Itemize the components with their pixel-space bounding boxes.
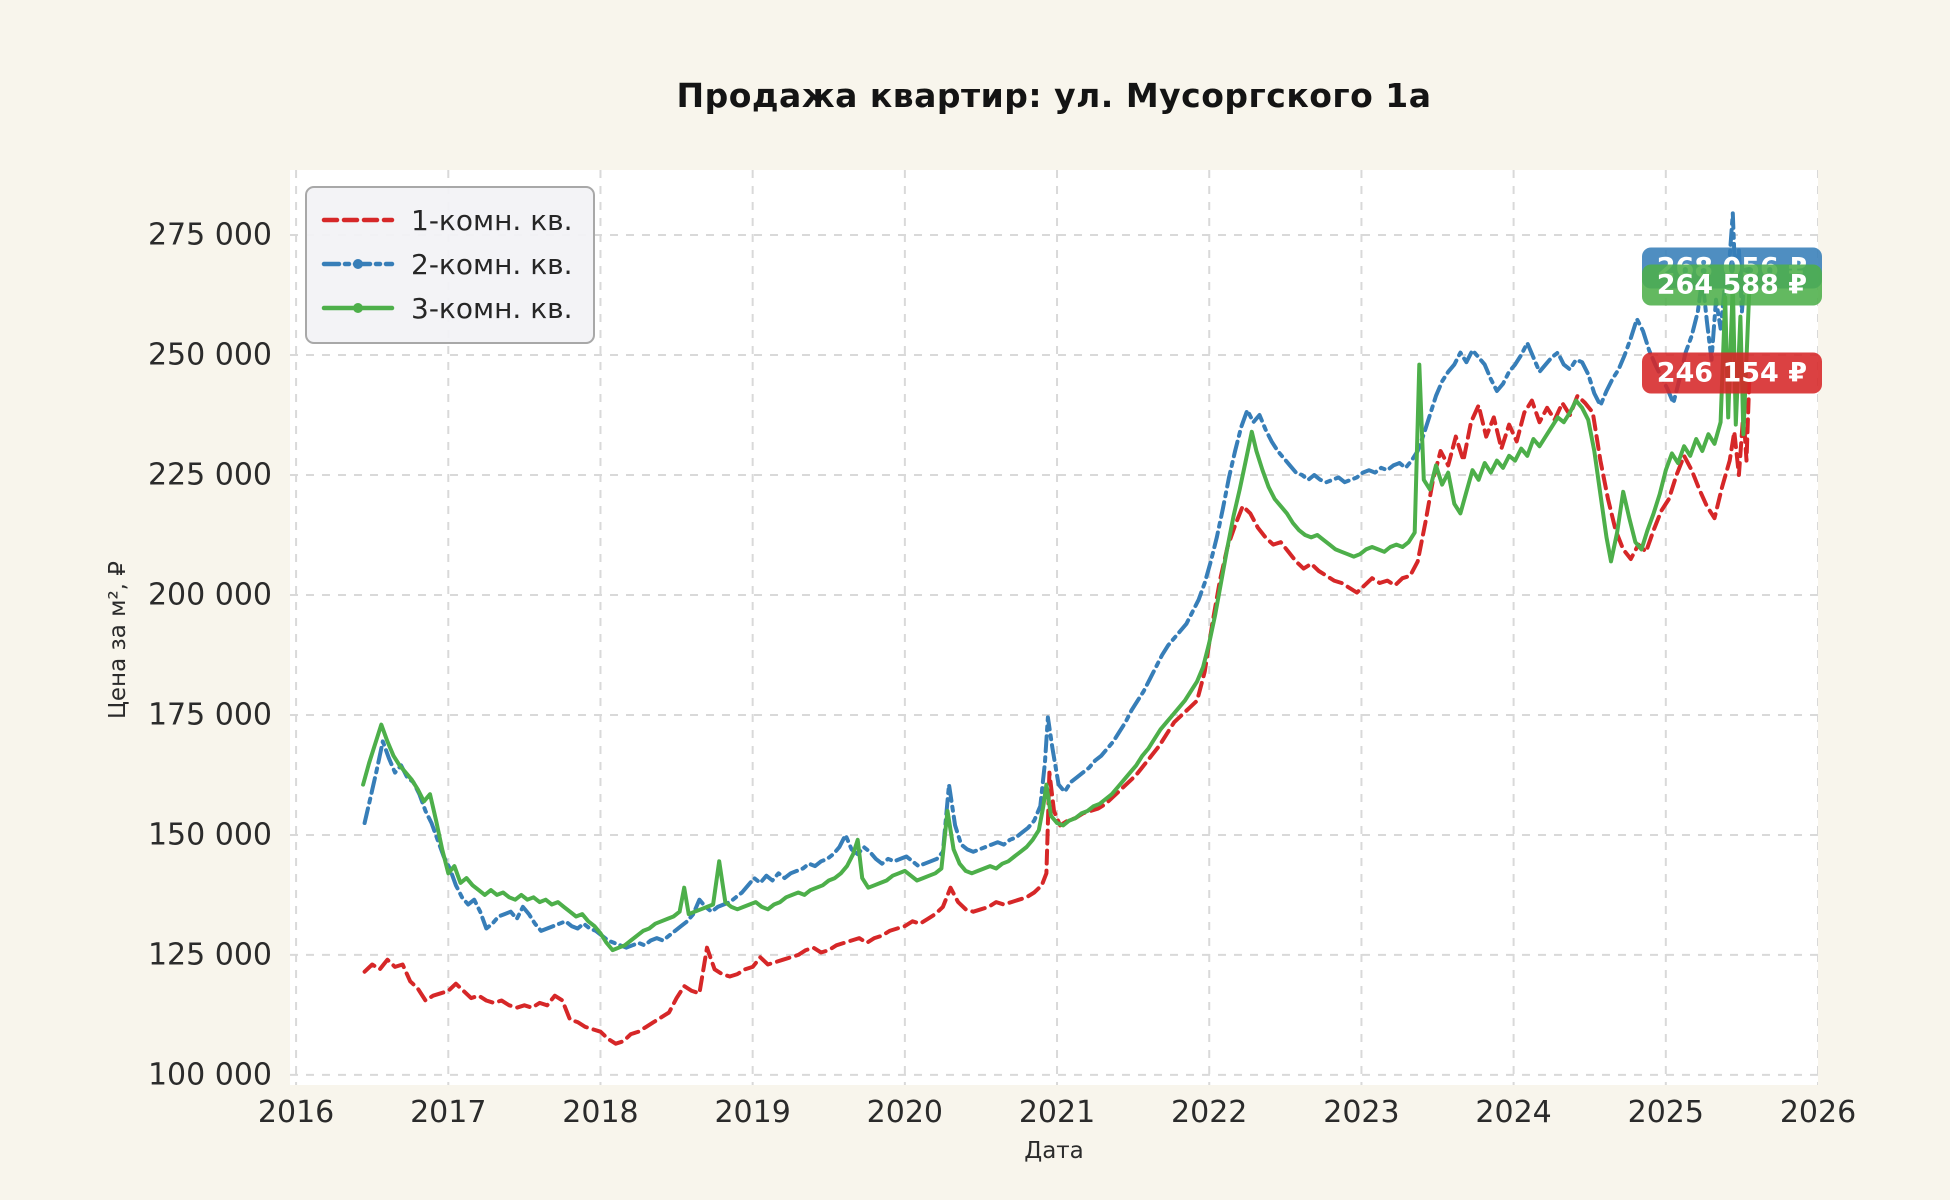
- x-tick-2017: 2017: [410, 1095, 487, 1130]
- x-axis-label: Дата: [1024, 1138, 1084, 1164]
- legend: 1-комн. кв. 2-комн. кв. 3-комн. кв.: [305, 186, 595, 344]
- legend-item-3-room: 3-комн. кв.: [321, 286, 573, 330]
- y-tick-225000: 225 000: [147, 457, 272, 493]
- y-tick-250000: 250 000: [147, 337, 272, 373]
- final-price-badge-3-room: 264 588 ₽: [1641, 264, 1822, 306]
- x-tick-2022: 2022: [1171, 1095, 1248, 1130]
- series-line-3-room: [361, 281, 1752, 953]
- chart-title: Продажа квартир: ул. Мусоргского 1а: [676, 76, 1432, 115]
- y-tick-125000: 125 000: [147, 937, 272, 973]
- x-tick-2025: 2025: [1627, 1095, 1704, 1130]
- y-tick-275000: 275 000: [147, 217, 272, 253]
- final-price-badge-1-room: 246 154 ₽: [1641, 352, 1822, 394]
- legend-item-1-room: 1-комн. кв.: [321, 198, 573, 242]
- legend-label: 3-комн. кв.: [411, 291, 573, 325]
- x-tick-2019: 2019: [714, 1095, 791, 1130]
- x-tick-2023: 2023: [1323, 1095, 1400, 1130]
- legend-label: 2-комн. кв.: [411, 247, 573, 281]
- legend-item-2-room: 2-комн. кв.: [321, 242, 573, 286]
- x-tick-2018: 2018: [562, 1095, 639, 1130]
- x-tick-2024: 2024: [1475, 1095, 1552, 1130]
- y-axis-label: Цена за м², ₽: [105, 561, 131, 719]
- x-tick-2021: 2021: [1018, 1095, 1096, 1130]
- legend-label: 1-комн. кв.: [411, 203, 573, 237]
- x-tick-2026: 2026: [1779, 1095, 1857, 1130]
- y-tick-175000: 175 000: [147, 697, 272, 733]
- x-tick-2016: 2016: [257, 1095, 335, 1130]
- x-tick-2020: 2020: [866, 1095, 944, 1130]
- legend-line-sample-icon: [321, 259, 395, 269]
- legend-line-sample-icon: [321, 217, 395, 223]
- y-tick-150000: 150 000: [147, 817, 272, 853]
- y-tick-200000: 200 000: [147, 577, 272, 613]
- legend-line-sample-icon: [321, 303, 395, 313]
- y-tick-100000: 100 000: [147, 1057, 272, 1093]
